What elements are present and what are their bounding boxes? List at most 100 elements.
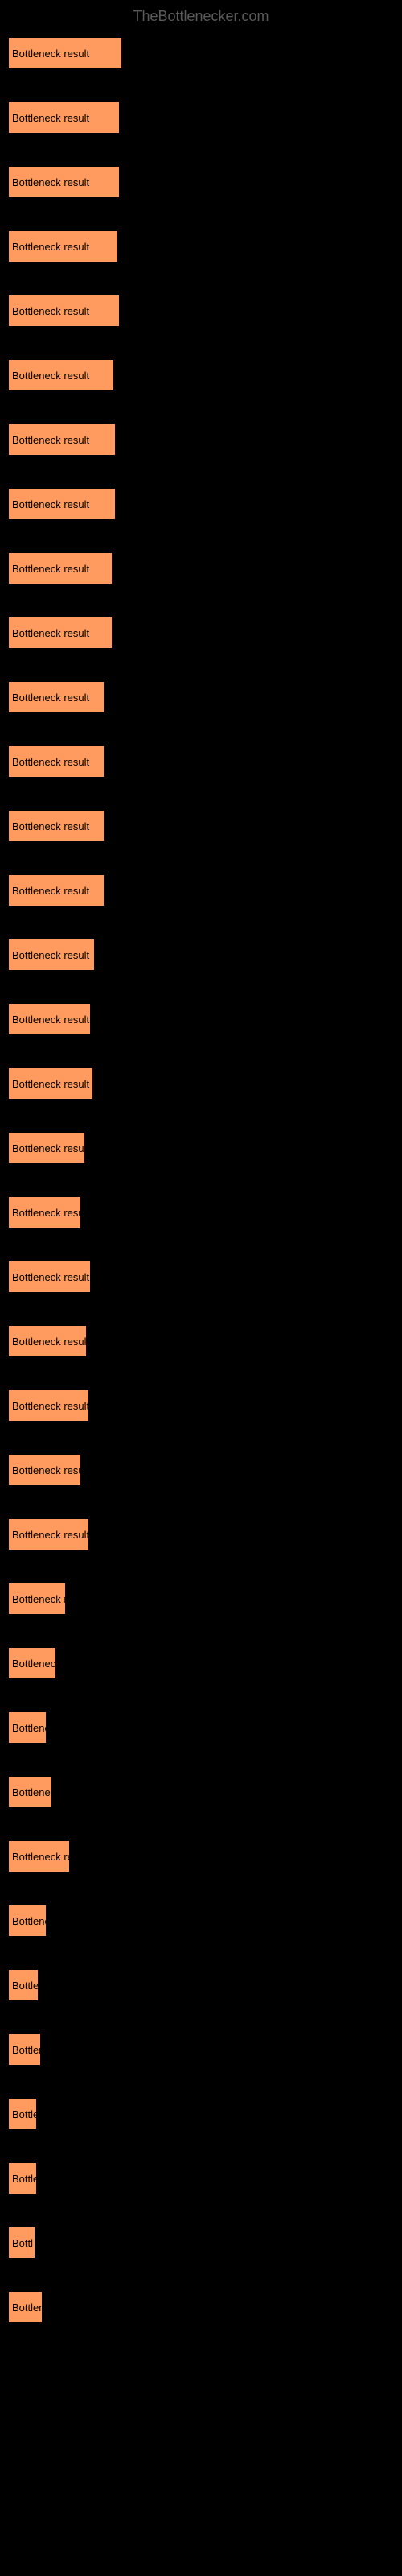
bar-label: Bottleneck result <box>12 241 89 253</box>
bar-label: Bottleneck result <box>12 885 89 897</box>
bottleneck-bar: Bottleneck result <box>8 874 105 906</box>
bottleneck-bar: Bottleneck result <box>8 681 105 713</box>
bar-row: 41Bottleneck result <box>8 488 394 520</box>
bottleneck-bar: Bottleneck r <box>8 1583 66 1615</box>
bar-label: Bottleneck result <box>12 756 89 768</box>
bar-label: Bottleneck result <box>12 47 89 60</box>
bottleneck-bar: Bottlen <box>8 2291 43 2323</box>
bottleneck-bar: Bottleneck result <box>8 1325 87 1357</box>
bar-label: Bottleneck result <box>12 949 89 961</box>
bar-row: 42Bottleneck result <box>8 230 394 262</box>
bar-row: Bottle <box>8 2098 394 2130</box>
bottleneck-bar: Bottler <box>8 2033 41 2066</box>
bar-label: Bottleneck <box>12 1657 57 1670</box>
bottleneck-bar: Bottleneck result <box>8 1518 89 1550</box>
bottleneck-bar: Bottleneck result <box>8 166 120 198</box>
bar-label: Bottle <box>12 2173 38 2185</box>
bar-label: Bottlene <box>12 1915 47 1927</box>
bar-label: Bottleneck result <box>12 112 89 124</box>
bar-row: Bottlene <box>8 1905 394 1937</box>
bar-row: Bottleneck result <box>8 1518 394 1550</box>
bar-label: Bottleneck result <box>12 369 89 382</box>
bottleneck-bar: Bottle <box>8 2098 37 2130</box>
bar-row: Bottleneck result <box>8 1132 394 1164</box>
bar-row: Bottleneck resul <box>8 1454 394 1486</box>
bottleneck-bar: Bottl <box>8 2227 35 2259</box>
bottleneck-bar: Bottleneck result <box>8 552 113 584</box>
bar-row: 42Bottleneck result <box>8 101 394 134</box>
bar-row: Bottl <box>8 2227 394 2259</box>
bar-label: Bottleneck result <box>12 176 89 188</box>
bar-row: Bottleneck r <box>8 1583 394 1615</box>
bottleneck-bar: Bottleneck result <box>8 488 116 520</box>
bottleneck-bar: Bottleneck <box>8 1647 56 1679</box>
bar-row: Bottleneck result <box>8 1261 394 1293</box>
bar-label: Bottle <box>12 2108 38 2120</box>
bottleneck-bar: Bottleneck result <box>8 37 122 69</box>
bar-row: Bottlene <box>8 1711 394 1744</box>
bar-row: Bottleneck result <box>8 939 394 971</box>
bottleneck-bar: Bottle <box>8 2162 37 2194</box>
bar-row: 42Bottleneck result <box>8 166 394 198</box>
bottleneck-bar: Bottleneck result <box>8 810 105 842</box>
bar-label: Bottleneck result <box>12 691 89 704</box>
watermark-text: TheBottlenecker.com <box>8 8 394 25</box>
bar-row: Bottleneck result <box>8 617 394 649</box>
bottleneck-bar: Bottle <box>8 1969 39 2001</box>
bar-label: Bottleneck result <box>12 1013 89 1026</box>
bar-row: Bottleneck result <box>8 1389 394 1422</box>
bar-label: Bottlenec <box>12 1786 53 1798</box>
bar-label: Bottler <box>12 2044 42 2056</box>
bar-label: Bottleneck result <box>12 627 89 639</box>
bar-label: Bottleneck result <box>12 1142 86 1154</box>
bottleneck-bar: Bottleneck result <box>8 1003 91 1035</box>
bar-row: Bottleneck re <box>8 1840 394 1872</box>
bar-label: Bottlene <box>12 1722 47 1734</box>
bar-label: Bottleneck result <box>12 820 89 832</box>
bar-row: Bottleneck result <box>8 552 394 584</box>
bottleneck-bar: Bottleneck result <box>8 939 95 971</box>
bar-label: Bottleneck result <box>12 1078 89 1090</box>
bar-row: 42Bottleneck result <box>8 295 394 327</box>
bar-label: Bottleneck result <box>12 563 89 575</box>
bar-label: Bottlen <box>12 2301 43 2314</box>
bar-label: Bottleneck result <box>12 1335 88 1348</box>
bottleneck-bar: Bottleneck result <box>8 359 114 391</box>
bar-row: Bottleneck result <box>8 1067 394 1100</box>
bottleneck-chart: 43Bottleneck result 42Bottleneck result 42… <box>8 37 394 2323</box>
bar-row: Bottleneck result <box>8 810 394 842</box>
bar-label: Bottleneck result <box>12 305 89 317</box>
bar-label: Bottleneck result <box>12 1271 89 1283</box>
bottleneck-bar: Bottleneck result <box>8 617 113 649</box>
bar-label: Bottl <box>12 2237 33 2249</box>
bar-label: Bottleneck resul <box>12 1464 82 1476</box>
bar-row: Bottlenec <box>8 1776 394 1808</box>
bar-row: 43Bottleneck result <box>8 37 394 69</box>
bottleneck-bar: Bottleneck result <box>8 423 116 456</box>
bottleneck-bar: Bottlenec <box>8 1776 52 1808</box>
bar-row: Bottleneck result <box>8 1325 394 1357</box>
bar-label: Bottleneck result <box>12 1529 89 1541</box>
bottleneck-bar: Bottleneck resul <box>8 1454 81 1486</box>
bottleneck-bar: Bottleneck result <box>8 745 105 778</box>
bar-label: Bottleneck re <box>12 1851 71 1863</box>
bottleneck-bar: Bottleneck result <box>8 230 118 262</box>
bar-label: Bottleneck result <box>12 1400 89 1412</box>
bar-row: Bottlen <box>8 2291 394 2323</box>
bar-label: Bottle <box>12 1979 39 1992</box>
bar-row: 41Bottleneck result <box>8 423 394 456</box>
bottleneck-bar: Bottleneck result <box>8 101 120 134</box>
bar-row: Bottleneck result <box>8 745 394 778</box>
bar-row: Bottleneck result <box>8 874 394 906</box>
bar-row: Bottleneck resul <box>8 1196 394 1228</box>
bar-label: Bottleneck result <box>12 434 89 446</box>
bar-row: Bottleneck result <box>8 359 394 391</box>
bottleneck-bar: Bottleneck result <box>8 1261 91 1293</box>
bottleneck-bar: Bottleneck resul <box>8 1196 81 1228</box>
bottleneck-bar: Bottleneck result <box>8 1132 85 1164</box>
bar-row: Bottler <box>8 2033 394 2066</box>
bar-row: Bottle <box>8 1969 394 2001</box>
bar-row: Bottleneck <box>8 1647 394 1679</box>
bottleneck-bar: Bottleneck result <box>8 1389 89 1422</box>
bar-row: Bottleneck result <box>8 681 394 713</box>
